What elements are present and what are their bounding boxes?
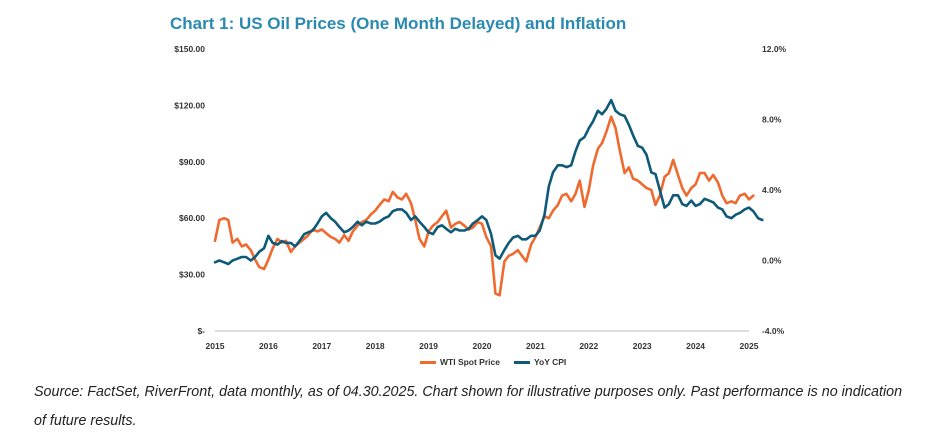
y-right-tick-label: 12.0% <box>762 44 787 54</box>
x-tick-label: 2015 <box>206 341 225 351</box>
y-left-tick-label: $120.00 <box>174 100 205 110</box>
x-tick-label: 2017 <box>312 341 331 351</box>
y-right-tick-label: 4.0% <box>762 185 782 195</box>
wti-price-line <box>213 115 755 297</box>
chart-title: Chart 1: US Oil Prices (One Month Delaye… <box>170 14 627 33</box>
legend-item-cpi: YoY CPI <box>513 357 567 367</box>
y-left-tick-label: $60.00 <box>179 213 205 223</box>
x-tick-label: 2025 <box>740 341 759 351</box>
legend-item-wti: WTI Spot Price <box>420 357 500 367</box>
y-right-tick-label: 8.0% <box>762 115 782 125</box>
x-tick-label: 2022 <box>579 341 598 351</box>
x-tick-label: 2021 <box>526 341 545 351</box>
legend-label-cpi: YoY CPI <box>533 357 567 367</box>
y-left-tick-label: $90.00 <box>179 157 205 167</box>
x-tick-label: 2023 <box>633 341 652 351</box>
legend-label-wti: WTI Spot Price <box>440 357 500 367</box>
y-right-tick-label: 0.0% <box>762 256 782 266</box>
x-tick-label: 2018 <box>366 341 385 351</box>
x-tick-label: 2020 <box>473 341 492 351</box>
y-left-tick-label: $- <box>197 326 205 336</box>
legend-swatch-wti <box>420 360 436 364</box>
legend-swatch-cpi <box>513 360 530 364</box>
y-left-tick-label: $150.00 <box>174 44 205 54</box>
y-right-tick-label: -4.0% <box>762 326 785 336</box>
x-tick-label: 2024 <box>686 341 705 351</box>
y-left-tick-label: $30.00 <box>179 270 205 280</box>
source-note: Source: FactSet, RiverFront, data monthl… <box>34 384 903 429</box>
x-tick-label: 2019 <box>419 341 438 351</box>
chart-legend: WTI Spot Price YoY CPI <box>420 357 566 367</box>
x-tick-label: 2016 <box>259 341 278 351</box>
cpi-line <box>213 98 764 266</box>
